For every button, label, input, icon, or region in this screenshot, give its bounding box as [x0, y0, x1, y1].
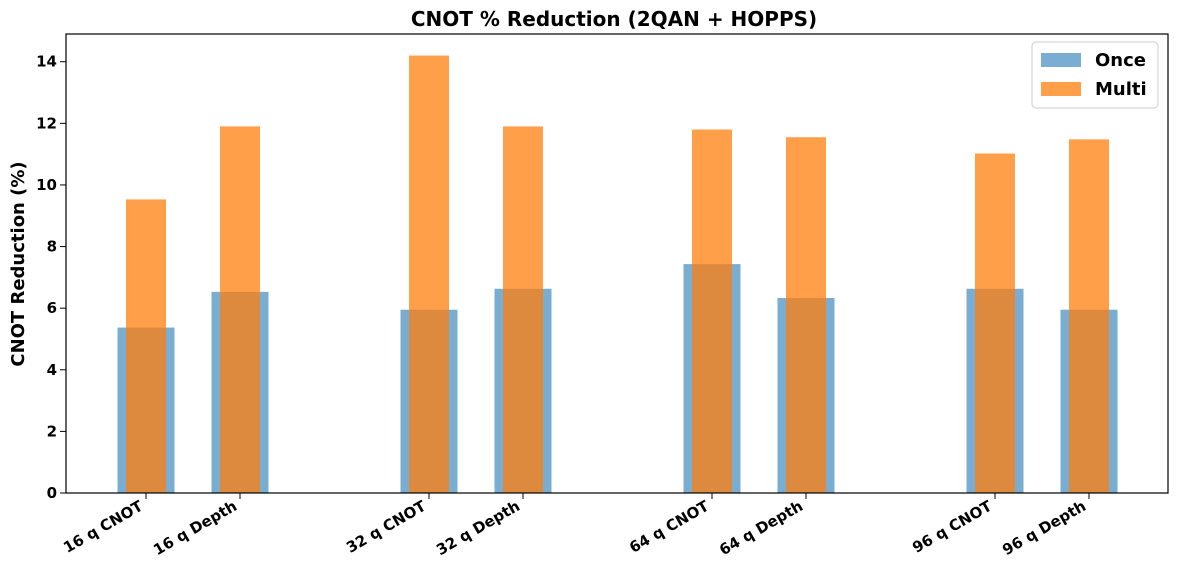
x-tick-label: 96 q CNOT	[909, 496, 995, 556]
bar-multi-3	[503, 126, 543, 493]
legend: Once Multi	[1031, 41, 1159, 109]
y-tick-label: 10	[36, 176, 57, 194]
y-tick-label: 6	[47, 299, 57, 317]
x-tick-label: 32 q Depth	[433, 497, 523, 559]
chart-title: CNOT % Reduction (2QAN + HOPPS)	[411, 7, 817, 31]
legend-swatch-multi	[1041, 82, 1081, 96]
bars-group	[117, 55, 1118, 494]
y-axis: 0 2 4 6 8 10 12 14	[36, 53, 66, 502]
plot-frame	[65, 33, 1169, 494]
bar-multi-5	[786, 137, 826, 493]
bar-multi-6	[975, 153, 1015, 493]
bar-multi-4	[692, 129, 732, 493]
x-axis: 16 q CNOT 16 q Depth 32 q CNOT 32 q Depth 64…	[60, 493, 1090, 559]
x-tick-label: 64 q CNOT	[626, 496, 712, 556]
bar-multi-2	[409, 55, 449, 494]
y-tick-label: 0	[47, 484, 57, 502]
x-tick-label: 16 q Depth	[150, 497, 240, 559]
legend-label-multi: Multi	[1095, 79, 1147, 100]
legend-swatch-once	[1041, 53, 1081, 67]
bar-multi-7	[1069, 139, 1109, 493]
y-tick-label: 14	[36, 53, 57, 71]
legend-label-once: Once	[1095, 50, 1146, 71]
x-tick-label: 64 q Depth	[716, 497, 806, 559]
bar-multi-1	[220, 126, 260, 493]
y-tick-label: 8	[47, 238, 57, 256]
x-tick-label: 32 q CNOT	[343, 496, 429, 556]
y-tick-label: 12	[36, 114, 57, 132]
y-tick-label: 2	[47, 422, 57, 440]
y-axis-label: CNOT Reduction (%)	[8, 161, 29, 366]
bar-multi-0	[126, 199, 166, 493]
x-tick-label: 16 q CNOT	[60, 496, 146, 556]
x-tick-label: 96 q Depth	[999, 497, 1089, 559]
y-tick-label: 4	[47, 361, 57, 379]
